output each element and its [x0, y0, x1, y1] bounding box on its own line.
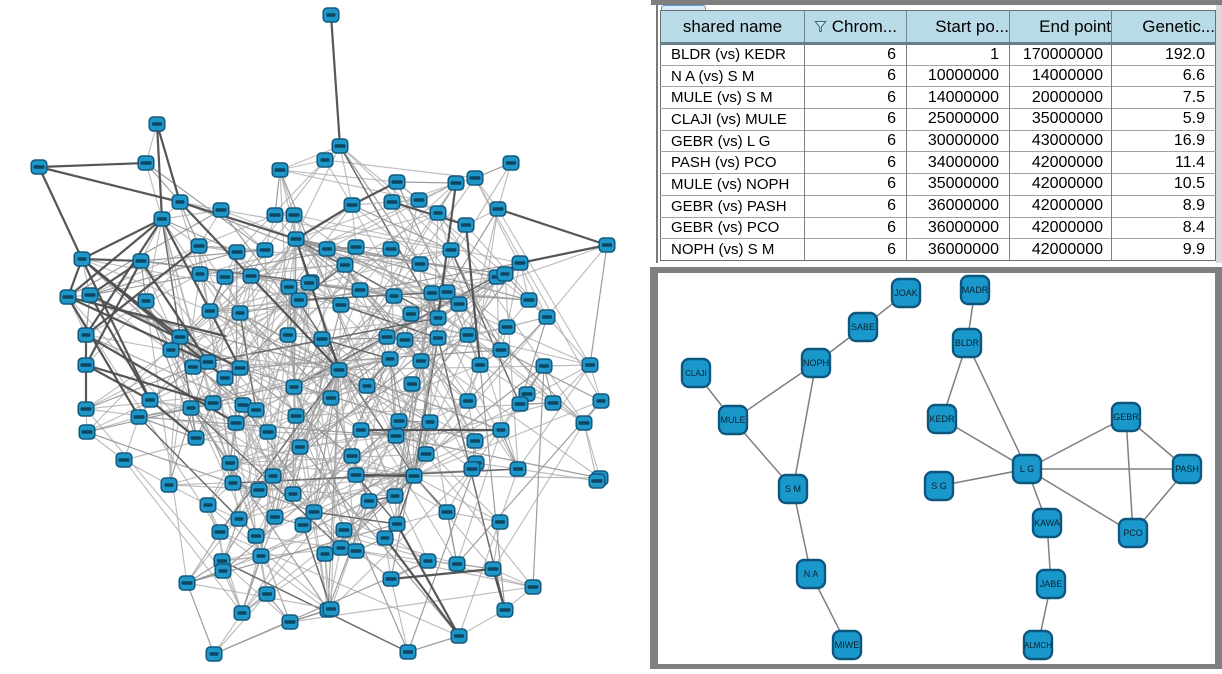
- svg-text:PASH: PASH: [1175, 464, 1199, 474]
- svg-text:BLDR: BLDR: [955, 338, 980, 348]
- svg-text:MADR: MADR: [962, 285, 989, 295]
- svg-text:KAWA: KAWA: [1034, 518, 1060, 528]
- svg-text:MULE: MULE: [720, 415, 745, 425]
- svg-text:JABE: JABE: [1040, 579, 1063, 589]
- svg-text:KEDR: KEDR: [929, 414, 955, 424]
- svg-text:CLAJI: CLAJI: [685, 369, 707, 378]
- svg-text:S M: S M: [785, 484, 801, 494]
- svg-text:N A: N A: [804, 569, 819, 579]
- svg-text:NOPH: NOPH: [803, 358, 829, 368]
- svg-text:GEBR: GEBR: [1113, 412, 1139, 422]
- svg-text:L G: L G: [1020, 464, 1034, 474]
- svg-text:JOAK: JOAK: [894, 288, 918, 298]
- svg-text:PCO: PCO: [1123, 528, 1143, 538]
- svg-text:ALMCH: ALMCH: [1024, 641, 1052, 650]
- svg-text:MIWE: MIWE: [835, 640, 860, 650]
- svg-text:S G: S G: [931, 481, 947, 491]
- svg-text:SABE: SABE: [851, 322, 875, 332]
